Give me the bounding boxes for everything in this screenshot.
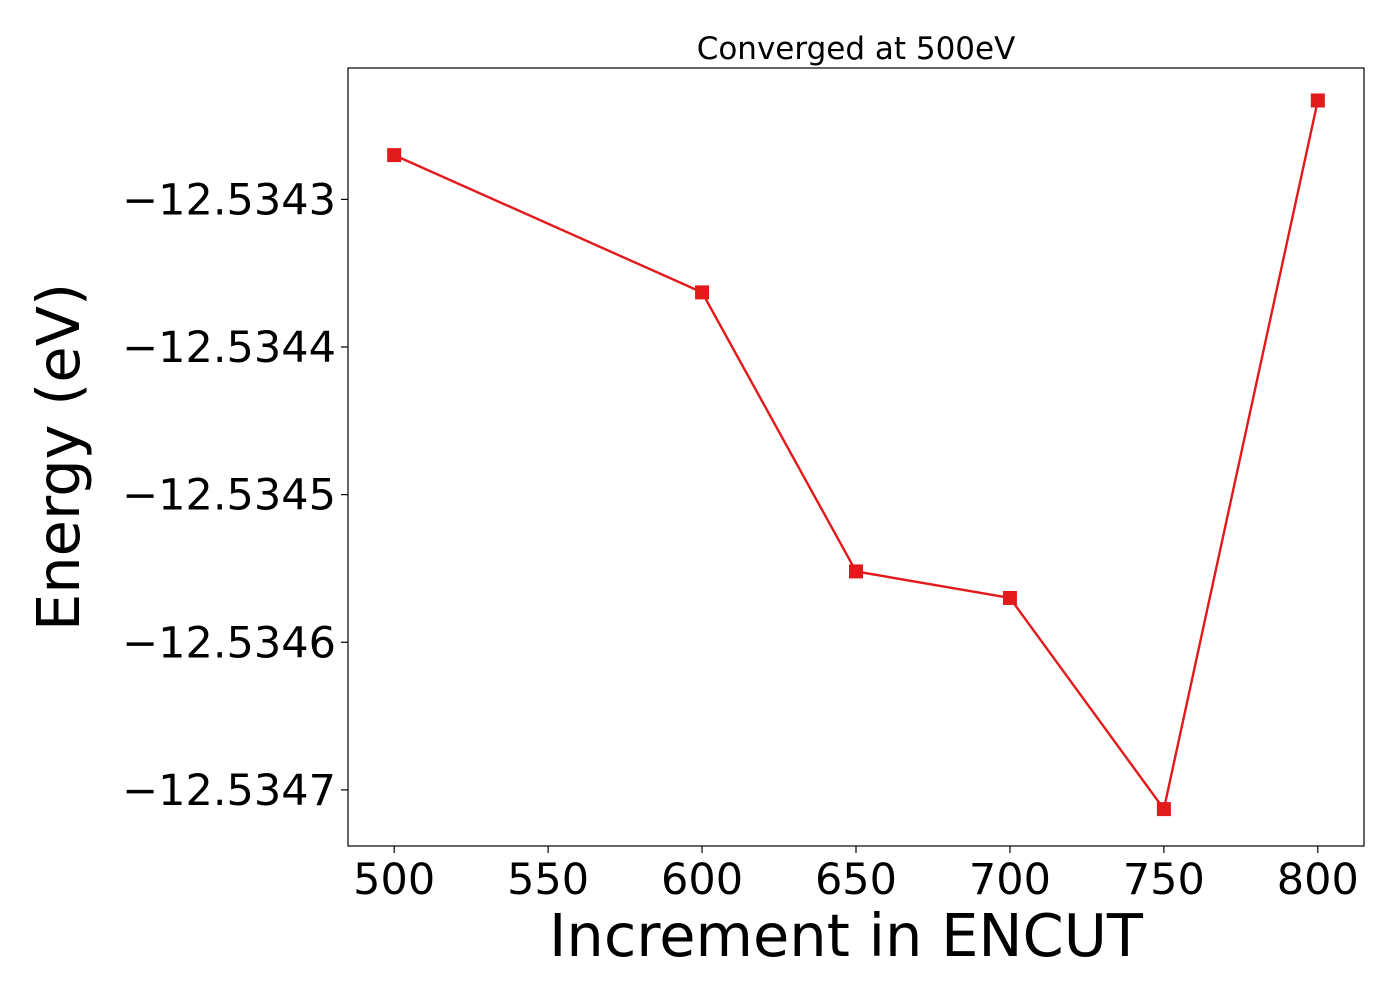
y-tick-label: −12.5346 xyxy=(122,618,336,668)
data-point-marker xyxy=(849,564,863,579)
y-axis-label: Energy (eV) xyxy=(24,283,93,631)
chart-title: Converged at 500eV xyxy=(697,31,1016,67)
y-tick-label: −12.5343 xyxy=(122,175,336,225)
x-tick-label: 800 xyxy=(1277,855,1359,905)
y-axis-ticks: −12.5343 −12.5344 −12.5345 −12.5346 −12.5347 xyxy=(122,175,348,816)
data-point-marker xyxy=(1156,802,1171,817)
data-point-marker xyxy=(387,148,402,163)
data-point-marker xyxy=(1310,93,1325,108)
x-tick-label: 750 xyxy=(1123,855,1205,905)
x-tick-label: 600 xyxy=(661,855,743,905)
y-tick-label: −12.5344 xyxy=(122,323,336,373)
data-point-marker xyxy=(695,285,710,300)
x-tick-label: 700 xyxy=(969,855,1051,905)
x-tick-label: 500 xyxy=(353,855,435,905)
plot-frame xyxy=(347,67,1365,847)
data-point-marker xyxy=(1002,590,1017,605)
x-axis-ticks: 500 550 600 650 700 750 800 xyxy=(353,846,1359,905)
series-layer xyxy=(387,93,1325,817)
y-tick-label: −12.5347 xyxy=(122,766,336,816)
y-tick-label: −12.5345 xyxy=(122,471,336,521)
x-tick-label: 550 xyxy=(507,855,589,905)
x-tick-label: 650 xyxy=(815,855,897,905)
series-line xyxy=(393,100,1319,811)
x-axis-label: Increment in ENCUT xyxy=(549,901,1144,970)
